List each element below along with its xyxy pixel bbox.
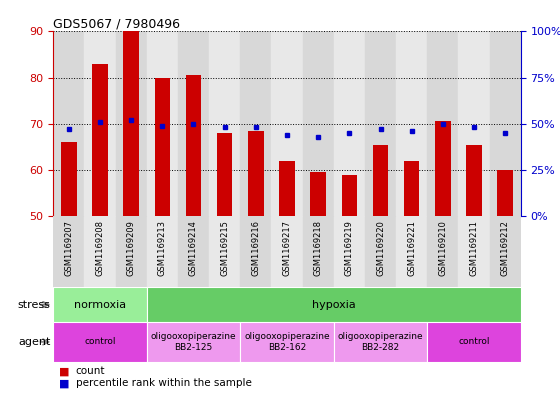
Text: agent: agent <box>18 337 50 347</box>
Bar <box>427 216 459 287</box>
Bar <box>209 216 240 287</box>
Bar <box>396 31 427 216</box>
Text: hypoxia: hypoxia <box>312 299 356 310</box>
Text: GSM1169207: GSM1169207 <box>64 220 73 275</box>
Text: oligooxopiperazine
BB2-125: oligooxopiperazine BB2-125 <box>151 332 236 352</box>
Bar <box>85 31 115 216</box>
Bar <box>155 77 170 216</box>
Text: control: control <box>84 338 116 346</box>
Text: GDS5067 / 7980496: GDS5067 / 7980496 <box>53 17 180 30</box>
Bar <box>115 216 147 287</box>
Text: oligooxopiperazine
BB2-162: oligooxopiperazine BB2-162 <box>244 332 330 352</box>
Text: percentile rank within the sample: percentile rank within the sample <box>76 378 251 388</box>
Text: GSM1169215: GSM1169215 <box>220 220 229 275</box>
Text: oligooxopiperazine
BB2-282: oligooxopiperazine BB2-282 <box>338 332 423 352</box>
Text: GSM1169220: GSM1169220 <box>376 220 385 275</box>
Text: control: control <box>458 338 490 346</box>
Text: count: count <box>76 366 105 376</box>
Bar <box>489 31 521 216</box>
Text: GSM1169218: GSM1169218 <box>314 220 323 275</box>
Text: ■: ■ <box>59 378 69 388</box>
Bar <box>53 287 147 322</box>
Bar <box>186 75 201 216</box>
Bar <box>365 31 396 216</box>
Bar <box>115 31 147 216</box>
Bar <box>404 161 419 216</box>
Bar <box>248 131 264 216</box>
Bar <box>53 31 85 216</box>
Bar <box>240 31 272 216</box>
Bar <box>147 31 178 216</box>
Bar <box>53 322 147 362</box>
Bar <box>459 216 489 287</box>
Bar <box>497 170 513 216</box>
Bar <box>178 216 209 287</box>
Bar <box>272 216 302 287</box>
Text: GSM1169213: GSM1169213 <box>158 220 167 275</box>
Text: GSM1169209: GSM1169209 <box>127 220 136 275</box>
Bar <box>92 64 108 216</box>
Bar <box>272 31 302 216</box>
Bar <box>489 216 521 287</box>
Bar <box>373 145 388 216</box>
Text: GSM1169212: GSM1169212 <box>501 220 510 275</box>
Bar <box>334 322 427 362</box>
Bar <box>302 31 334 216</box>
Bar <box>61 142 77 216</box>
Text: GSM1169214: GSM1169214 <box>189 220 198 275</box>
Bar <box>334 31 365 216</box>
Bar <box>396 216 427 287</box>
Bar <box>53 216 85 287</box>
Bar <box>147 322 240 362</box>
Bar <box>365 216 396 287</box>
Bar <box>466 145 482 216</box>
Bar <box>147 216 178 287</box>
Text: GSM1169219: GSM1169219 <box>345 220 354 275</box>
Bar <box>279 161 295 216</box>
Text: GSM1169216: GSM1169216 <box>251 220 260 275</box>
Bar <box>302 216 334 287</box>
Text: ■: ■ <box>59 366 69 376</box>
Bar <box>209 31 240 216</box>
Bar <box>217 133 232 216</box>
Bar <box>334 216 365 287</box>
Text: GSM1169217: GSM1169217 <box>282 220 292 275</box>
Bar <box>342 174 357 216</box>
Text: GSM1169208: GSM1169208 <box>95 220 105 275</box>
Bar <box>147 287 521 322</box>
Bar <box>123 31 139 216</box>
Bar <box>240 216 272 287</box>
Bar <box>85 216 115 287</box>
Bar <box>310 172 326 216</box>
Bar <box>427 31 459 216</box>
Text: stress: stress <box>17 299 50 310</box>
Bar <box>178 31 209 216</box>
Text: GSM1169210: GSM1169210 <box>438 220 447 275</box>
Bar <box>435 121 451 216</box>
Text: normoxia: normoxia <box>74 299 126 310</box>
Text: GSM1169221: GSM1169221 <box>407 220 416 275</box>
Bar <box>459 31 489 216</box>
Bar <box>240 322 334 362</box>
Text: GSM1169211: GSM1169211 <box>469 220 479 275</box>
Bar <box>427 322 521 362</box>
